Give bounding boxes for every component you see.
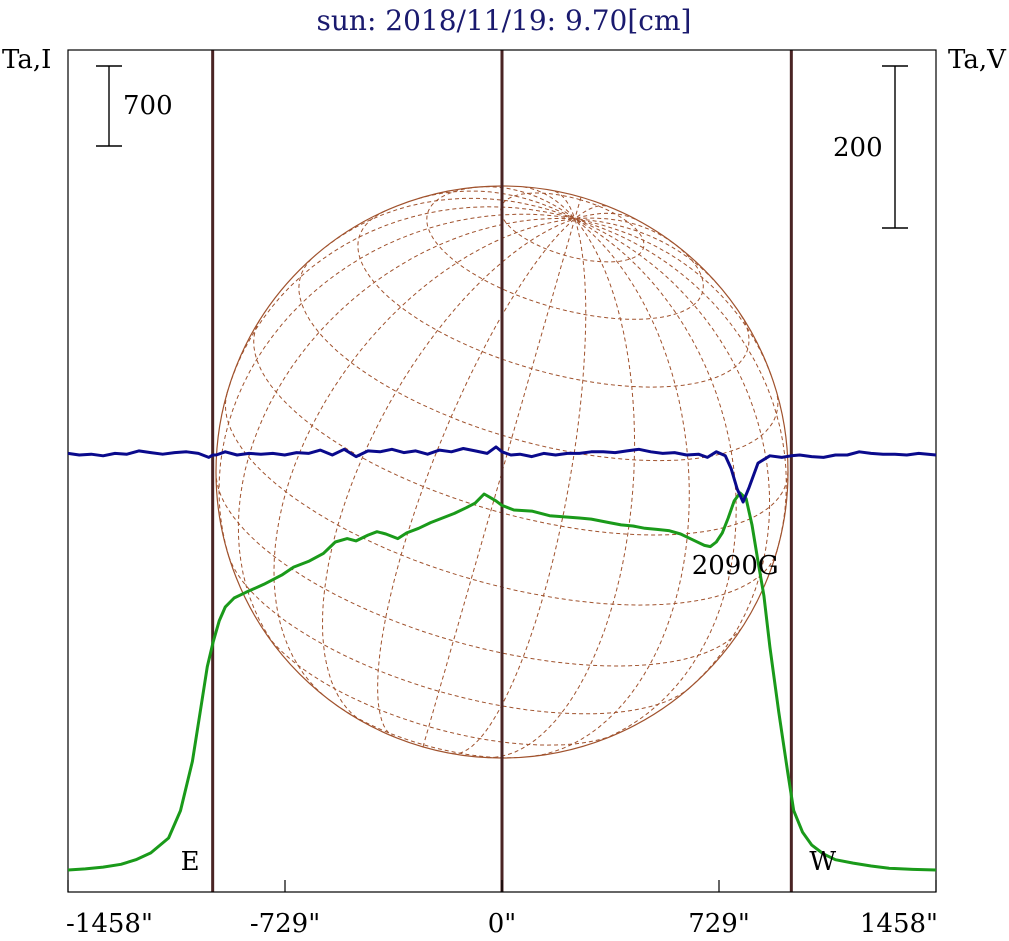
right-scale-bar-label: 200 xyxy=(833,133,883,163)
x-tick-label: -729" xyxy=(250,909,320,939)
polarization-series-line xyxy=(67,445,937,504)
longitude-grid-line xyxy=(452,218,587,755)
east-limb-label: E xyxy=(181,847,200,877)
longitude-grid-line xyxy=(523,186,576,220)
x-tick-label: 729" xyxy=(688,909,750,939)
solar-disk xyxy=(215,185,789,759)
latitude-grid-line xyxy=(228,556,689,715)
longitude-grid-line xyxy=(574,218,772,376)
longitude-grid-line xyxy=(574,205,607,220)
latitude-grid-line xyxy=(224,392,778,606)
left-axis-label: Ta,I xyxy=(2,45,51,75)
right-scale-bar: 200 xyxy=(833,65,908,229)
longitude-grid-line xyxy=(554,190,576,219)
longitude-grid-line xyxy=(478,186,576,220)
west-limb-label: W xyxy=(809,847,836,877)
intensity-series-line xyxy=(67,491,937,872)
longitude-grid-line xyxy=(574,218,737,743)
longitude-grid-line xyxy=(218,213,575,557)
longitude-grid-line xyxy=(325,197,575,248)
chart-title: sun: 2018/11/19: 9.70[cm] xyxy=(317,4,692,37)
longitude-grid-line xyxy=(422,218,576,747)
latitude-grid-line xyxy=(298,258,779,462)
left-scale-bar-label: 700 xyxy=(123,91,173,121)
longitude-grid-line xyxy=(418,190,576,220)
left-scale-bar: 700 xyxy=(96,65,173,147)
latitude-grid-line xyxy=(253,319,789,536)
latitude-grid-line xyxy=(357,210,750,388)
latitude-grid-line xyxy=(267,635,614,746)
field-strength-annotation: 2090G xyxy=(692,551,779,581)
longitude-grid-line xyxy=(574,218,719,286)
limb-lines xyxy=(211,50,793,892)
longitude-grid-line xyxy=(377,218,576,738)
longitude-grid-line xyxy=(534,218,690,757)
longitude-grid-line xyxy=(237,217,575,651)
longitude-grid-line xyxy=(226,206,575,394)
right-axis-label: Ta,V xyxy=(948,45,1007,75)
x-axis-ticks: -1458" -729" 0" 729" 1458" xyxy=(66,880,938,939)
latitude-grid-line xyxy=(215,478,742,667)
longitude-grid-line xyxy=(574,197,582,219)
longitude-grid-line xyxy=(574,212,636,220)
x-tick-label: -1458" xyxy=(66,909,153,939)
longitude-grid-line xyxy=(574,218,787,552)
x-tick-label: 0" xyxy=(488,909,517,939)
longitude-grid-line xyxy=(321,218,575,723)
longitude-grid-line xyxy=(487,218,636,759)
longitude-grid-line xyxy=(273,218,575,696)
longitude-grid-line xyxy=(574,217,674,244)
x-tick-label: 1458" xyxy=(860,909,938,939)
